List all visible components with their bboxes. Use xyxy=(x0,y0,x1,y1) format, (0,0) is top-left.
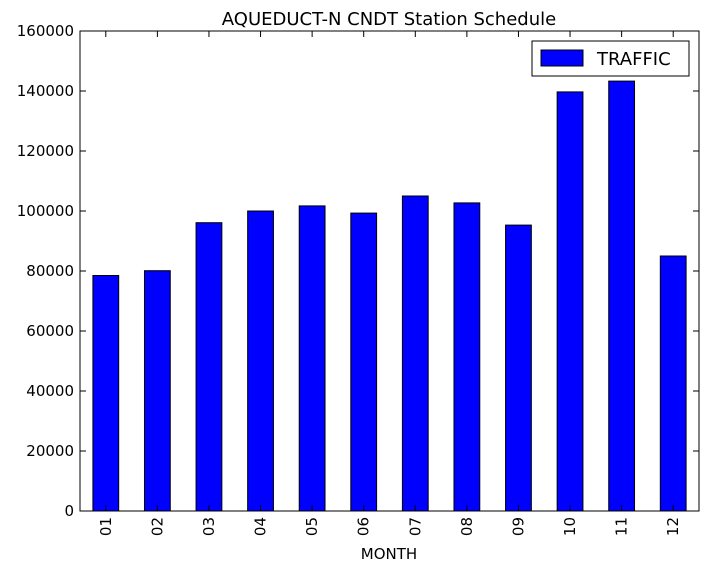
legend: TRAFFIC xyxy=(531,40,690,77)
x-axis-label: MONTH xyxy=(361,545,417,563)
bar-01 xyxy=(92,275,120,512)
bar-09 xyxy=(505,224,532,512)
x-tick-label: 12 xyxy=(664,517,682,536)
x-tick-label: 09 xyxy=(509,517,527,536)
bar-06 xyxy=(350,212,378,512)
x-axis: 01 02 03 04 05 06 07 08 09 10 11 12 xyxy=(97,31,682,536)
chart-title: AQUEDUCT-N CNDT Station Schedule xyxy=(222,9,556,30)
x-tick-label: 08 xyxy=(458,517,476,536)
legend-swatch xyxy=(540,49,584,67)
x-tick-label: 01 xyxy=(97,517,115,536)
bar-07 xyxy=(401,195,429,512)
x-tick-label: 11 xyxy=(613,517,631,536)
x-tick-label: 03 xyxy=(200,517,218,536)
y-tick-label: 80000 xyxy=(26,262,74,280)
x-tick-label: 10 xyxy=(561,517,579,536)
bar-11 xyxy=(608,80,636,512)
y-tick-label: 20000 xyxy=(26,442,74,460)
bar-04 xyxy=(247,210,274,512)
bar-10 xyxy=(556,91,584,512)
plot-frame xyxy=(79,30,700,512)
x-tick-label: 05 xyxy=(303,517,321,536)
x-tick-label: 06 xyxy=(355,517,373,536)
bar-08 xyxy=(453,202,481,512)
bar-03 xyxy=(195,222,223,512)
y-tick-label: 140000 xyxy=(17,82,74,100)
bar-05 xyxy=(298,205,326,512)
y-tick-label: 100000 xyxy=(17,202,74,220)
x-tick-label: 02 xyxy=(148,517,166,536)
y-axis: 0 20000 40000 60000 80000 100000 120000 140000 1… xyxy=(17,22,699,520)
y-tick-label: 0 xyxy=(64,502,74,520)
bars-group xyxy=(92,80,687,512)
y-tick-label: 120000 xyxy=(17,142,74,160)
y-tick-label: 160000 xyxy=(17,22,74,40)
y-tick-label: 40000 xyxy=(26,382,74,400)
x-tick-label: 04 xyxy=(252,517,270,536)
legend-label: TRAFFIC xyxy=(596,49,671,70)
bar-12 xyxy=(659,255,687,512)
y-tick-label: 60000 xyxy=(26,322,74,340)
bar-02 xyxy=(143,270,171,512)
x-tick-label: 07 xyxy=(406,517,424,536)
